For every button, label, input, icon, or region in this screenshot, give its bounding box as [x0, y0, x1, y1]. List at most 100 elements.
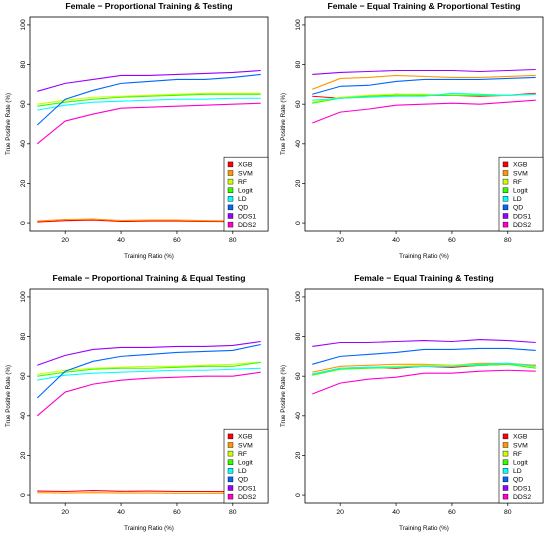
legend-swatch: [502, 161, 509, 168]
x-tick-label: 40: [392, 509, 400, 516]
legend-swatch: [227, 213, 234, 219]
legend-label: DDS1: [238, 485, 256, 492]
y-tick-label: 80: [20, 61, 27, 69]
x-tick-label: 80: [229, 509, 237, 516]
y-tick-label: 20: [295, 451, 302, 459]
x-axis-label: Training Ratio (%): [399, 253, 449, 260]
y-tick-label: 20: [20, 451, 27, 459]
legend-label: Logit: [238, 188, 253, 195]
legend-swatch: [502, 178, 509, 185]
legend-label: Logit: [238, 460, 253, 467]
legend-label: LD: [513, 468, 522, 475]
y-tick-label: 60: [295, 372, 302, 380]
legend-swatch: [502, 433, 509, 440]
legend-swatch: [502, 485, 509, 491]
legend-label: SVM: [238, 170, 253, 177]
legend-label: QD: [238, 205, 248, 212]
y-tick-label: 40: [20, 140, 27, 148]
panel-bottom-left: Female − Proportional Training & Equal T…: [0, 272, 275, 543]
series-line-rf: [37, 92, 261, 105]
chart-title: Female − Proportional Training & Testing: [65, 1, 232, 11]
plot-frame: [29, 288, 269, 504]
series-line-xgb: [37, 489, 261, 493]
legend-swatch: [227, 493, 234, 500]
series-line-dds1: [37, 69, 261, 92]
y-tick-label: 60: [295, 100, 302, 108]
y-tick-label: 100: [295, 19, 302, 31]
legend-swatch: [502, 468, 509, 474]
chart-svg: Female − Equal Training & Testing 0 20 40 60…: [280, 273, 544, 532]
legend-swatch: [502, 221, 509, 228]
x-axis-label: Training Ratio (%): [399, 525, 449, 532]
x-axis-label: Training Ratio (%): [124, 525, 174, 532]
series-line-qd: [36, 343, 261, 399]
series-line-dds2: [36, 102, 261, 145]
legend-swatch: [227, 450, 234, 457]
panel-top-right: Female − Equal Training & Proportional T…: [275, 0, 550, 271]
legend-label: DDS1: [513, 213, 531, 220]
legend-swatch: [227, 196, 234, 202]
legend-swatch: [502, 493, 509, 500]
y-tick-label: 80: [295, 333, 302, 341]
legend-swatch: [227, 221, 234, 228]
panel-top-left: Female − Proportional Training & Testing…: [0, 0, 275, 271]
y-tick-label: 0: [295, 493, 302, 497]
legend-swatch: [227, 187, 234, 193]
plot-frame: [304, 288, 544, 504]
series-line-rf: [37, 361, 261, 375]
legend-swatch: [502, 213, 509, 219]
series-line-ld: [37, 97, 261, 111]
legend-swatch: [502, 170, 509, 176]
series-line-dds1: [37, 340, 261, 366]
x-tick-label: 80: [504, 509, 512, 516]
series-line-ld: [37, 367, 261, 381]
series-line-qd: [36, 73, 261, 126]
legend-swatch: [502, 196, 509, 202]
legend-swatch: [502, 450, 509, 457]
x-tick-label: 20: [61, 237, 69, 244]
legend-swatch: [227, 442, 234, 448]
series-line-svm: [37, 492, 261, 495]
series-line-svm: [312, 74, 536, 90]
series-line-qd: [312, 76, 536, 95]
chart-title: Female − Proportional Training & Equal T…: [53, 273, 246, 283]
legend-swatch: [502, 442, 509, 448]
series-line-logit: [37, 93, 261, 107]
y-tick-label: 20: [295, 179, 302, 187]
legend-swatch: [227, 170, 234, 176]
legend-label: Logit: [513, 460, 528, 467]
legend-swatch: [227, 204, 234, 211]
legend-label: XGB: [513, 434, 528, 441]
x-tick-label: 20: [61, 509, 69, 516]
legend-swatch: [227, 459, 234, 465]
legend-swatch: [502, 187, 509, 193]
x-tick-label: 60: [448, 237, 456, 244]
chart-svg: Female − Proportional Training & Equal T…: [5, 273, 269, 532]
y-tick-label: 40: [295, 140, 302, 148]
legend-label: XGB: [238, 434, 253, 441]
y-tick-label: 40: [295, 412, 302, 420]
x-tick-label: 20: [336, 237, 344, 244]
legend-label: LD: [238, 196, 247, 203]
legend-label: SVM: [513, 170, 528, 177]
legend-swatch: [502, 476, 509, 483]
legend-label: DDS1: [238, 213, 256, 220]
legend-label: DDS2: [513, 222, 531, 229]
legend-label: RF: [513, 451, 522, 458]
legend-label: DDS2: [513, 494, 531, 501]
x-tick-label: 80: [504, 237, 512, 244]
series-line-dds1: [312, 338, 536, 348]
y-tick-label: 100: [20, 19, 27, 31]
series-line-dds2: [36, 371, 261, 417]
legend-swatch: [227, 161, 234, 168]
x-tick-label: 80: [229, 237, 237, 244]
legend-swatch: [227, 178, 234, 185]
legend-label: QD: [513, 205, 523, 212]
series-line-dds1: [312, 68, 536, 76]
legend-label: Logit: [513, 188, 528, 195]
legend-label: SVM: [238, 442, 253, 449]
x-tick-label: 20: [336, 509, 344, 516]
